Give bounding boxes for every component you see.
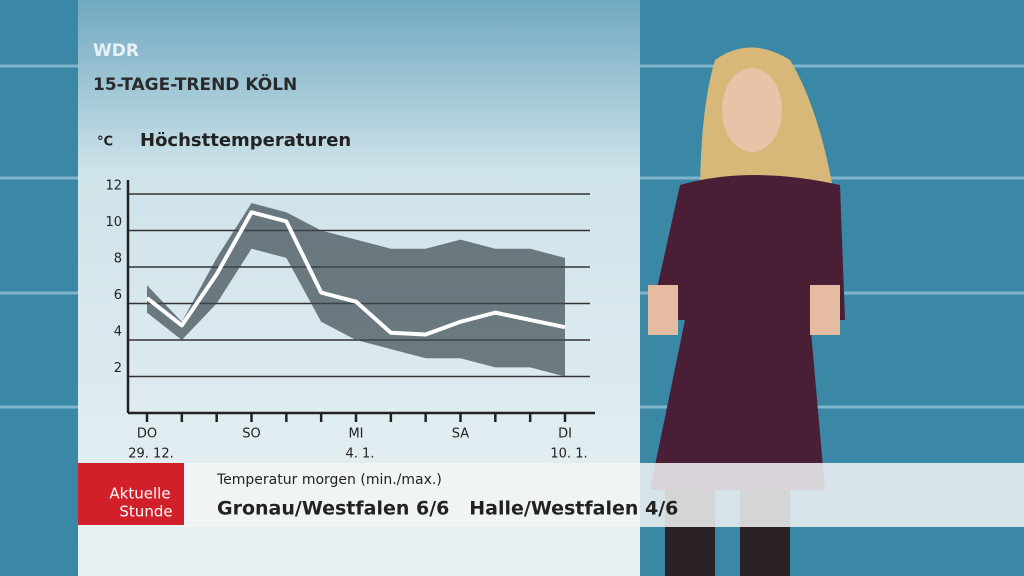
badge-line: Stunde <box>119 503 172 521</box>
chart: 2 4 6 8 10 12 DO 29. 12. SO MI 4. 1. SA DI 10. 1. <box>105 179 595 462</box>
x-tick-label: SO <box>242 427 260 442</box>
x-tick-label: SA <box>452 427 469 442</box>
presenter <box>648 47 845 576</box>
chart-title: Höchsttemperaturen <box>140 130 351 151</box>
x-tick-label: MI <box>348 427 363 442</box>
y-tick-label: 10 <box>105 215 122 230</box>
x-tick-label: DI <box>558 427 572 442</box>
badge-line: Aktuelle <box>109 485 170 503</box>
x-date-label: 10. 1. <box>550 447 587 462</box>
y-tick-label: 6 <box>114 288 122 303</box>
y-tick-label: 2 <box>114 361 122 376</box>
x-date-label: 29. 12. <box>128 447 173 462</box>
ticker-text: Gronau/Westfalen 6/6 Halle/Westfalen 4/6 <box>217 498 678 520</box>
temperature-line <box>145 210 566 337</box>
page-title: 15-TAGE-TREND KÖLN <box>93 73 297 95</box>
x-date-label: 4. 1. <box>346 447 375 462</box>
y-tick-label: 8 <box>114 252 122 267</box>
y-tick-label: 4 <box>114 325 122 340</box>
y-tick-label: 12 <box>105 179 122 194</box>
ticker-heading: Temperatur morgen (min./max.) <box>216 472 442 488</box>
badge <box>78 463 184 525</box>
x-tick-label: DO <box>137 427 157 442</box>
y-unit: °C <box>97 135 113 150</box>
ticker-bar <box>78 463 1024 527</box>
spread-band <box>147 203 565 377</box>
channel: WDR <box>93 41 139 61</box>
